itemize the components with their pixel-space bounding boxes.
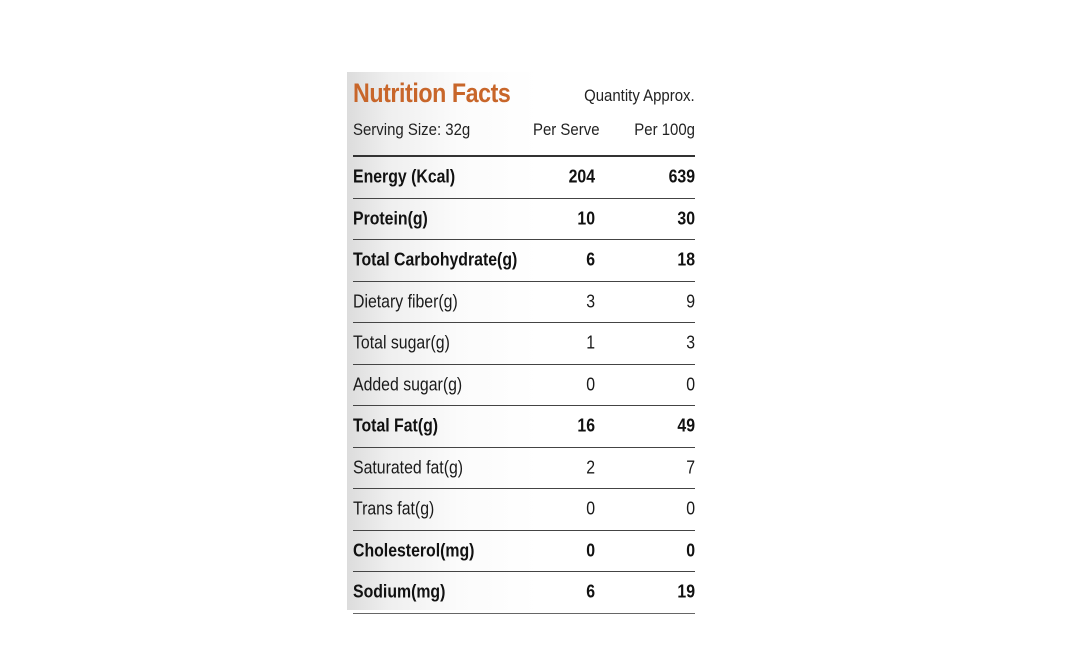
nutrition-label: Nutrition Facts Quantity Approx. Serving… [347, 72, 695, 614]
nutrient-per-serve: 1 [586, 332, 595, 353]
column-header-per-100g: Per 100g [634, 120, 695, 139]
nutrient-name: Protein(g) [353, 208, 428, 229]
nutrient-name: Total Carbohydrate(g) [353, 249, 518, 270]
nutrient-per-100g: 0 [686, 498, 695, 519]
nutrient-per-serve: 0 [586, 498, 595, 519]
nutrient-per-serve: 6 [586, 249, 595, 270]
nutrient-per-100g: 0 [686, 540, 695, 561]
nutrient-per-serve: 10 [577, 208, 595, 229]
nutrition-label-content: Nutrition Facts Quantity Approx. Serving… [353, 72, 695, 614]
nutrient-row: Saturated fat(g) 2 7 [353, 448, 695, 489]
nutrient-per-100g: 3 [686, 332, 695, 353]
nutrient-per-serve: 204 [568, 166, 595, 187]
nutrient-per-serve: 3 [586, 291, 595, 312]
nutrient-per-100g: 49 [677, 415, 695, 436]
nutrient-row: Energy (Kcal) 204 639 [353, 157, 695, 199]
nutrient-per-serve: 16 [577, 415, 595, 436]
nutrient-name: Trans fat(g) [353, 498, 435, 519]
nutrient-per-100g: 639 [668, 166, 695, 187]
nutrient-name: Total sugar(g) [353, 332, 450, 353]
nutrient-row: Cholesterol(mg) 0 0 [353, 531, 695, 572]
nutrient-row: Total Fat(g) 16 49 [353, 406, 695, 448]
nutrient-name: Cholesterol(mg) [353, 540, 475, 561]
label-title: Nutrition Facts [353, 78, 511, 108]
nutrient-name: Dietary fiber(g) [353, 291, 458, 312]
nutrient-per-100g: 30 [677, 208, 695, 229]
nutrient-name: Total Fat(g) [353, 415, 439, 436]
serving-size: Serving Size: 32g [353, 120, 471, 139]
nutrient-per-100g: 19 [677, 581, 695, 602]
nutrient-name: Energy (Kcal) [353, 166, 456, 187]
nutrient-per-serve: 2 [586, 457, 595, 478]
nutrient-per-100g: 18 [677, 249, 695, 270]
nutrient-row: Protein(g) 10 30 [353, 199, 695, 240]
nutrient-per-100g: 7 [686, 457, 695, 478]
nutrient-name: Sodium(mg) [353, 581, 446, 602]
nutrient-row: Trans fat(g) 0 0 [353, 489, 695, 531]
nutrient-table: Energy (Kcal) 204 639 Protein(g) 10 30 T… [353, 155, 695, 614]
nutrient-name: Added sugar(g) [353, 374, 463, 395]
nutrient-per-serve: 6 [586, 581, 595, 602]
column-header-per-serve: Per Serve [533, 120, 600, 139]
nutrient-per-serve: 0 [586, 374, 595, 395]
nutrient-name: Saturated fat(g) [353, 457, 464, 478]
nutrient-row: Total sugar(g) 1 3 [353, 323, 695, 365]
nutrient-row: Dietary fiber(g) 3 9 [353, 282, 695, 323]
nutrient-per-serve: 0 [586, 540, 595, 561]
nutrient-row: Added sugar(g) 0 0 [353, 365, 695, 406]
nutrient-per-100g: 0 [686, 374, 695, 395]
quantity-note: Quantity Approx. [584, 86, 695, 105]
nutrient-row: Sodium(mg) 6 19 [353, 572, 695, 614]
nutrient-per-100g: 9 [686, 291, 695, 312]
nutrient-row: Total Carbohydrate(g) 6 18 [353, 240, 695, 282]
